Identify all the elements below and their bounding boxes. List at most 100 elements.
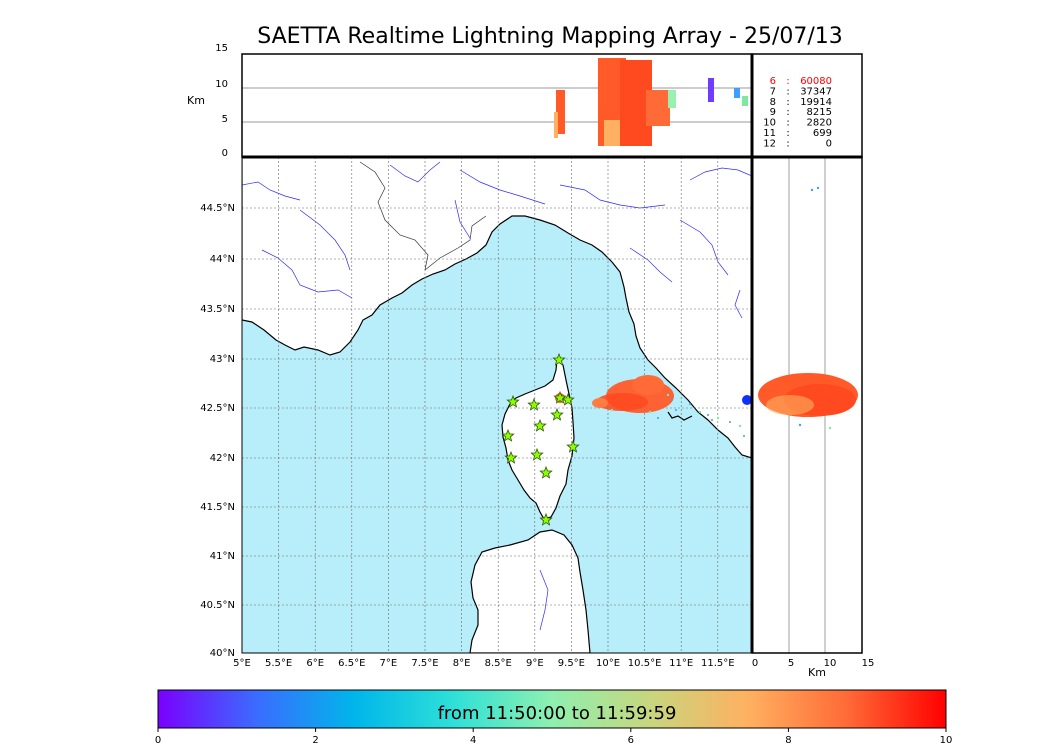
stat-separator: : bbox=[786, 97, 789, 108]
lon-tick-label: 9°E bbox=[526, 658, 544, 669]
colorbar-tick-label: 10 bbox=[940, 735, 953, 746]
lon-tick-label: 5.5°E bbox=[265, 658, 292, 669]
rivers bbox=[242, 161, 752, 631]
country-border-2 bbox=[424, 215, 487, 271]
stat-separator: : bbox=[786, 86, 789, 97]
stat-separator: : bbox=[786, 138, 789, 149]
colorbar-label: from 11:50:00 to 11:59:59 bbox=[438, 703, 677, 724]
stat-count: 8215 bbox=[807, 107, 832, 118]
lat-tick-label: 42.5°N bbox=[200, 403, 235, 414]
colorbar-tick-label: 2 bbox=[312, 735, 318, 746]
lat-tick-label: 42°N bbox=[210, 453, 235, 464]
colorbar-tick-label: 0 bbox=[155, 735, 161, 746]
stat-stations: 11 bbox=[763, 128, 776, 139]
lat-tick-label: 44°N bbox=[210, 254, 235, 265]
stat-stations: 8 bbox=[770, 97, 776, 108]
stat-separator: : bbox=[786, 76, 789, 87]
lma-stations bbox=[501, 352, 580, 526]
colorbar-ticks: 0 2 4 6 8 10 bbox=[155, 728, 953, 746]
altitude-tick-label: 10 bbox=[215, 79, 228, 90]
stat-stations: 7 bbox=[770, 86, 776, 97]
station-dot-east bbox=[742, 395, 752, 405]
lon-tick-label: 7°E bbox=[380, 658, 398, 669]
lon-tick-label: 11°E bbox=[669, 658, 693, 669]
station-star-icon bbox=[539, 512, 553, 526]
country-border bbox=[359, 161, 429, 271]
lat-tick-label: 41°N bbox=[210, 551, 235, 562]
lat-tick-label: 41.5°N bbox=[200, 502, 235, 513]
lon-tick-label: 8°E bbox=[453, 658, 471, 669]
lon-tick-label: 9.5°E bbox=[558, 658, 585, 669]
lightning-scatter-map-green bbox=[610, 393, 742, 428]
station-star-icon bbox=[553, 390, 567, 404]
side-tick-label: 0 bbox=[752, 658, 758, 669]
lat-tick-label: 43.5°N bbox=[200, 304, 235, 315]
stat-count: 60080 bbox=[800, 76, 832, 87]
stat-stations: 12 bbox=[763, 138, 776, 149]
station-star-icon bbox=[527, 397, 541, 411]
lon-tick-label: 10°E bbox=[596, 658, 620, 669]
colorbar-tick-label: 8 bbox=[785, 735, 791, 746]
side-altitude-panel bbox=[751, 156, 863, 654]
stat-stations: 6 bbox=[770, 76, 776, 87]
side-tick-label: 15 bbox=[862, 658, 875, 669]
stat-separator: : bbox=[786, 118, 789, 129]
argentario-coast bbox=[667, 411, 693, 421]
stat-count: 699 bbox=[813, 128, 832, 139]
altitude-tick-label: 0 bbox=[222, 148, 228, 159]
stat-separator: : bbox=[786, 107, 789, 118]
stat-stations: 9 bbox=[770, 107, 776, 118]
side-axis-label: Km bbox=[808, 666, 826, 679]
stat-count: 2820 bbox=[807, 118, 832, 129]
station-star-icon bbox=[566, 439, 580, 453]
lat-tick-label: 44.5°N bbox=[200, 203, 235, 214]
lon-tick-label: 7.5°E bbox=[411, 658, 438, 669]
lat-tick-label: 40°N bbox=[210, 648, 235, 659]
station-star-icon bbox=[552, 352, 566, 366]
stat-count: 37347 bbox=[800, 86, 832, 97]
stat-count: 0 bbox=[826, 138, 832, 149]
lon-tick-label: 11.5°E bbox=[701, 658, 735, 669]
stat-stations: 10 bbox=[763, 118, 776, 129]
lat-tick-label: 43°N bbox=[210, 354, 235, 365]
station-star-icon bbox=[501, 428, 515, 442]
lon-tick-label: 6.5°E bbox=[338, 658, 365, 669]
lat-tick-label: 40.5°N bbox=[200, 600, 235, 611]
page-title: SAETTA Realtime Lightning Mapping Array … bbox=[257, 24, 843, 49]
colorbar: from 11:50:00 to 11:59:59 0 2 4 6 8 10 bbox=[155, 689, 953, 746]
colorbar-tick-label: 6 bbox=[628, 735, 634, 746]
station-star-icon bbox=[506, 394, 520, 408]
stat-separator: : bbox=[786, 128, 789, 139]
side-km-ticks: 0 5 10 15 bbox=[752, 658, 875, 669]
lon-tick-label: 5°E bbox=[233, 658, 251, 669]
lightning-scatter-map bbox=[657, 399, 745, 437]
station-star-icon bbox=[533, 418, 547, 432]
sardinia-land bbox=[469, 529, 591, 653]
map-panel bbox=[242, 157, 752, 653]
lightning-cluster-map bbox=[555, 375, 745, 437]
lon-tick-label: 6°E bbox=[306, 658, 324, 669]
altitude-panel bbox=[241, 53, 753, 158]
colorbar-gradient bbox=[157, 689, 947, 729]
longitude-ticks: 5°E 5.5°E 6°E 6.5°E 7°E 7.5°E 8°E 8.5°E 9°E 9.5°E… bbox=[233, 658, 734, 669]
altitude-ticks: 15 10 5 0 bbox=[215, 43, 228, 159]
stat-count: 19914 bbox=[800, 97, 832, 108]
side-activity bbox=[758, 186, 858, 430]
mainland-land bbox=[242, 157, 752, 459]
colorbar-tick-label: 4 bbox=[470, 735, 476, 746]
altitude-activity bbox=[554, 58, 748, 146]
lon-tick-label: 10.5°E bbox=[628, 658, 662, 669]
altitude-tick-label: 5 bbox=[222, 114, 228, 125]
station-star-icon bbox=[539, 465, 553, 479]
station-star-icon bbox=[550, 407, 564, 421]
side-tick-label: 10 bbox=[824, 658, 837, 669]
station-star-icon bbox=[530, 447, 544, 461]
station-star-icon bbox=[504, 450, 518, 464]
latitude-ticks: 44.5°N 44°N 43.5°N 43°N 42.5°N 42°N 41.5°N 41°N… bbox=[200, 203, 235, 659]
altitude-tick-label: 15 bbox=[215, 43, 228, 54]
side-tick-label: 5 bbox=[788, 658, 794, 669]
altitude-axis-label: Km bbox=[187, 94, 205, 107]
lon-tick-label: 8.5°E bbox=[485, 658, 512, 669]
stats-panel: 6:600807:373478:199149:821510:282011:699… bbox=[751, 53, 863, 158]
